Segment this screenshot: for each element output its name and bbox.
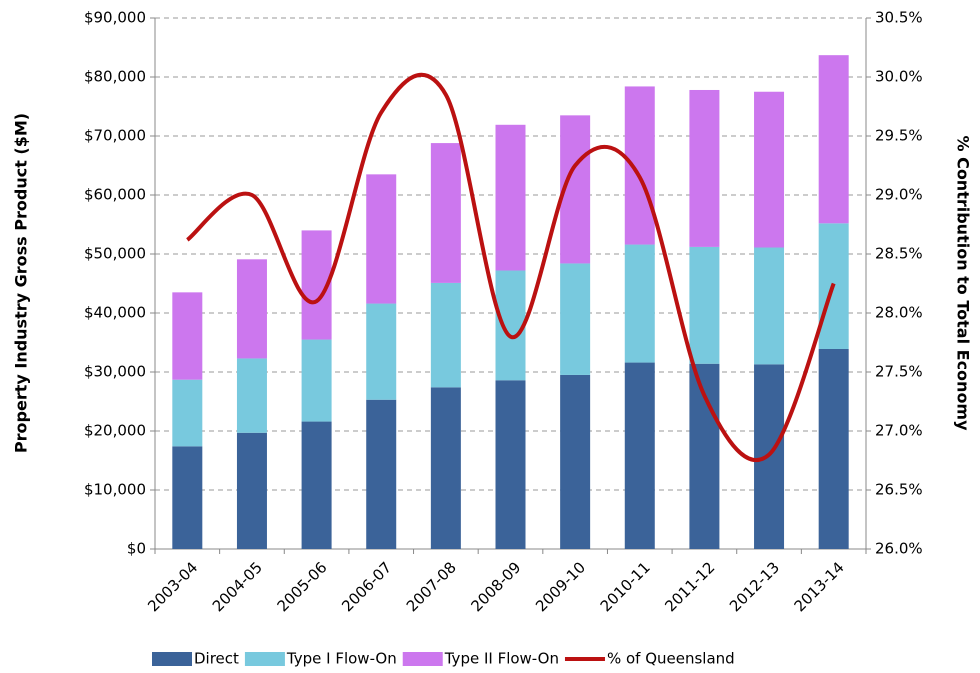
bar [430,387,461,549]
bar [495,270,526,381]
bar [301,339,332,422]
y-tick-label: $0 [127,540,146,558]
y-axis-title: Property Industry Gross Product ($M) [12,113,31,453]
y2-tick-label: 28.0% [875,304,923,322]
bar [689,246,720,364]
legend-swatch [402,652,443,666]
y2-tick-label: 30.5% [875,9,923,27]
y-tick-label: $20,000 [84,422,146,440]
bar [818,55,849,224]
y-tick-label: $90,000 [84,9,146,27]
x-tick-label: 2011-12 [661,558,718,615]
bar [366,174,397,304]
legend-swatch [244,652,285,666]
y-tick-label: $50,000 [84,245,146,263]
bar [301,421,332,549]
x-tick-label: 2008-09 [467,558,524,615]
y2-tick-label: 27.5% [875,363,923,381]
bar [560,374,591,549]
bar [366,303,397,400]
bar [495,380,526,549]
bar [430,282,461,388]
bar [172,292,203,380]
y2-axis-title: % Contribution to Total Economy [954,135,973,431]
bar [624,86,655,245]
line [186,72,836,463]
bar [236,358,267,433]
bar [754,247,785,365]
y2-tick-label: 28.5% [875,245,923,263]
x-tick-label: 2009-10 [532,558,589,615]
y2-tick-label: 26.0% [875,540,923,558]
bar [236,432,267,549]
bar [689,89,720,247]
bar [430,143,461,283]
x-tick-label: 2007-08 [403,558,460,615]
bar [495,124,526,271]
x-tick-label: 2012-13 [726,558,783,615]
x-tick-label: 2013-14 [791,558,848,615]
y-tick-label: $30,000 [84,363,146,381]
legend-label: % of Queensland [607,650,735,668]
bar [236,259,267,359]
bar [172,379,203,447]
y2-tick-label: 26.5% [875,481,923,499]
legend-swatch [152,652,192,666]
legend-label: Type II Flow-On [444,650,559,668]
y-tick-label: $70,000 [84,127,146,145]
x-tick-label: 2006-07 [338,558,395,615]
bar [624,362,655,549]
x-tick-label: 2003-04 [144,558,201,615]
bar [366,399,397,549]
x-tick-label: 2010-11 [597,558,654,615]
bar [818,348,849,549]
bar [624,244,655,363]
bar [754,91,785,248]
y2-tick-label: 30.0% [875,68,923,86]
y-tick-label: $40,000 [84,304,146,322]
y2-tick-label: 29.0% [875,186,923,204]
y2-tick-label: 29.5% [875,127,923,145]
legend-label: Direct [194,650,239,668]
legend-label: Type I Flow-On [286,650,397,668]
y-tick-label: $60,000 [84,186,146,204]
y-tick-label: $80,000 [84,68,146,86]
x-tick-label: 2004-05 [209,558,266,615]
bar [172,446,203,549]
y-tick-label: $10,000 [84,481,146,499]
x-tick-label: 2005-06 [274,558,331,615]
bar [560,263,591,375]
y2-tick-label: 27.0% [875,422,923,440]
